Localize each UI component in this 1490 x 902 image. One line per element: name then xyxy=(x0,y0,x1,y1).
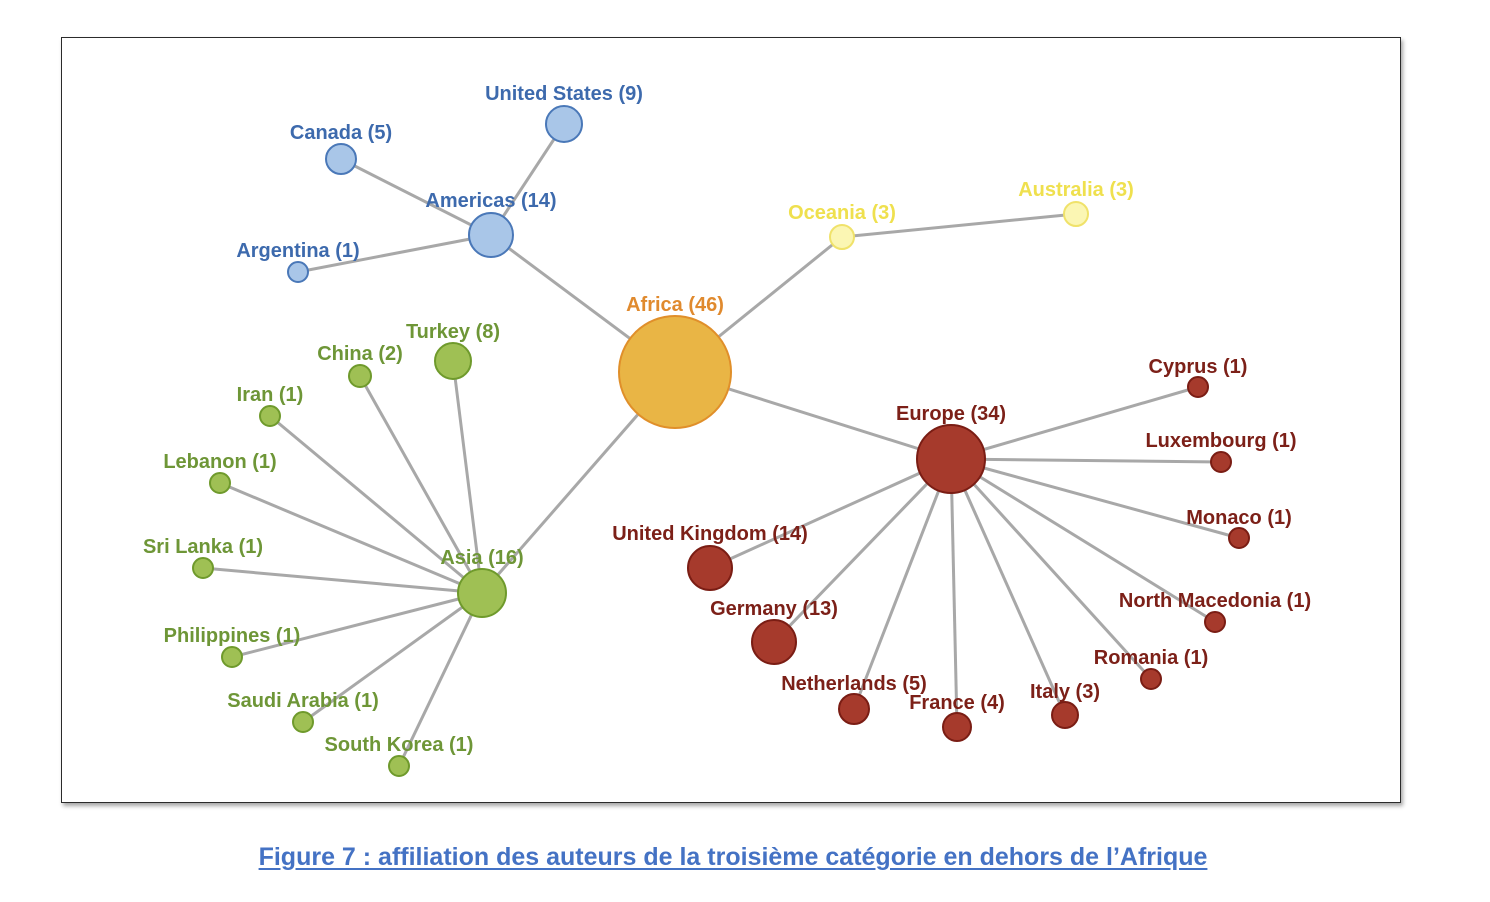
node-label-saudi-arabia: Saudi Arabia (1) xyxy=(227,690,379,712)
edge-asia-saudi-arabia xyxy=(302,591,483,724)
edge-asia-philippines xyxy=(231,591,483,659)
node-label-iran: Iran (1) xyxy=(237,384,304,406)
node-africa xyxy=(618,315,732,429)
node-label-lebanon: Lebanon (1) xyxy=(163,451,276,473)
figure-caption: Figure 7 : affiliation des auteurs de la… xyxy=(258,843,1208,871)
node-label-argentina: Argentina (1) xyxy=(236,240,359,262)
node-label-philippines: Philippines (1) xyxy=(164,625,301,647)
node-label-americas: Americas (14) xyxy=(425,190,556,212)
node-label-china: China (2) xyxy=(317,343,403,365)
edge-europe-monaco xyxy=(950,457,1240,540)
edge-americas-canada xyxy=(340,157,492,237)
edge-europe-romania xyxy=(949,457,1153,681)
node-asia xyxy=(457,568,507,618)
node-philippines xyxy=(221,646,243,668)
node-label-turkey: Turkey (8) xyxy=(406,321,500,343)
node-label-africa: Africa (46) xyxy=(626,294,724,316)
node-saudi-arabia xyxy=(292,711,314,733)
edge-europe-luxembourg xyxy=(950,457,1222,464)
edge-asia-south-korea xyxy=(397,592,484,767)
node-label-europe: Europe (34) xyxy=(896,403,1006,425)
edge-oceania-australia xyxy=(841,212,1077,239)
node-label-germany: Germany (13) xyxy=(710,598,838,620)
node-label-monaco: Monaco (1) xyxy=(1186,507,1292,529)
node-united-kingdom xyxy=(687,545,733,591)
node-label-netherlands: Netherlands (5) xyxy=(781,673,927,695)
node-label-oceania: Oceania (3) xyxy=(788,202,896,224)
node-north-macedonia xyxy=(1204,611,1226,633)
node-label-north-macedonia: North Macedonia (1) xyxy=(1119,590,1311,612)
node-label-united-states: United States (9) xyxy=(485,83,643,105)
edges-layer xyxy=(202,123,1240,767)
edge-europe-italy xyxy=(949,458,1067,716)
node-australia xyxy=(1063,201,1089,227)
node-italy xyxy=(1051,701,1079,729)
edge-asia-lebanon xyxy=(219,481,483,595)
edge-asia-turkey xyxy=(451,360,484,594)
network-diagram: Africa (46) Americas (14) United States (9… xyxy=(143,83,1311,777)
edge-americas-argentina xyxy=(297,233,492,274)
node-oceania xyxy=(829,224,855,250)
edge-europe-cyprus xyxy=(950,385,1199,461)
nodes-layer xyxy=(192,105,1250,777)
node-label-italy: Italy (3) xyxy=(1030,681,1100,703)
edge-europe-united-kingdom xyxy=(709,457,952,570)
node-lebanon xyxy=(209,472,231,494)
edge-europe-france xyxy=(949,458,959,728)
node-united-states xyxy=(545,105,583,143)
edge-europe-netherlands xyxy=(852,458,953,710)
node-romania xyxy=(1140,668,1162,690)
node-label-united-kingdom: United Kingdom (14) xyxy=(612,523,808,545)
node-turkey xyxy=(434,342,472,380)
node-label-canada: Canada (5) xyxy=(290,122,392,144)
node-netherlands xyxy=(838,693,870,725)
node-canada xyxy=(325,143,357,175)
edge-asia-iran xyxy=(269,414,483,595)
node-germany xyxy=(751,619,797,665)
node-china xyxy=(348,364,372,388)
node-sri-lanka xyxy=(192,557,214,579)
node-europe xyxy=(916,424,986,494)
node-luxembourg xyxy=(1210,451,1232,473)
node-label-south-korea: South Korea (1) xyxy=(325,734,474,756)
node-argentina xyxy=(287,261,309,283)
node-cyprus xyxy=(1187,376,1209,398)
edge-asia-china xyxy=(358,375,484,594)
node-label-australia: Australia (3) xyxy=(1018,179,1134,201)
edge-europe-north-macedonia xyxy=(950,457,1216,624)
edge-europe-germany xyxy=(772,457,953,644)
figure-frame: Africa (46) Americas (14) United States (9… xyxy=(61,37,1401,803)
node-iran xyxy=(259,405,281,427)
node-label-cyprus: Cyprus (1) xyxy=(1149,356,1248,378)
node-label-asia: Asia (16) xyxy=(440,547,523,569)
node-france xyxy=(942,712,972,742)
edge-asia-sri-lanka xyxy=(202,566,483,595)
node-south-korea xyxy=(388,755,410,777)
node-label-sri-lanka: Sri Lanka (1) xyxy=(143,536,263,558)
labels-layer: Africa (46) Americas (14) United States (9… xyxy=(143,83,1311,756)
node-monaco xyxy=(1228,527,1250,549)
node-americas xyxy=(468,212,514,258)
node-label-france: France (4) xyxy=(909,692,1005,714)
node-label-romania: Romania (1) xyxy=(1094,647,1208,669)
node-label-luxembourg: Luxembourg (1) xyxy=(1145,430,1296,452)
